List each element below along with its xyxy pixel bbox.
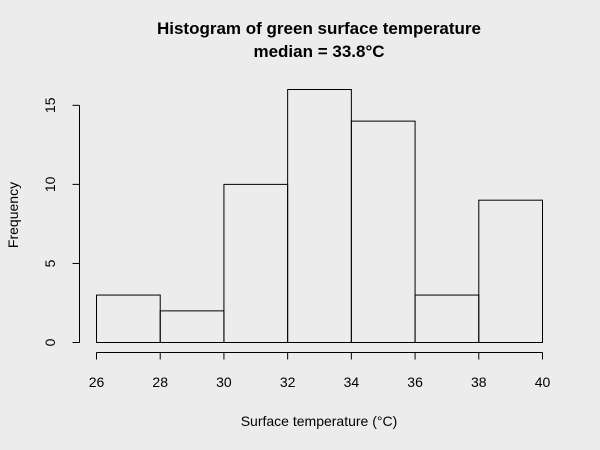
x-tick-label-4: 34 bbox=[344, 374, 360, 390]
histogram-bar-6 bbox=[478, 199, 543, 343]
y-axis-label: Frequency bbox=[5, 182, 21, 248]
histogram-bar-3 bbox=[287, 89, 352, 343]
x-tick-label-0: 26 bbox=[89, 374, 105, 390]
histogram-bar-1 bbox=[159, 310, 225, 343]
histogram-bar-2 bbox=[223, 183, 289, 343]
x-tick-label-3: 32 bbox=[280, 374, 296, 390]
histogram-bar-4 bbox=[350, 120, 416, 343]
y-tick-label-3: 15 bbox=[42, 97, 58, 113]
histogram-bar-0 bbox=[96, 294, 161, 343]
chart-subtitle: median = 33.8°C bbox=[253, 42, 384, 61]
y-tick-label-1: 5 bbox=[42, 259, 58, 267]
y-tick-label-0: 0 bbox=[42, 338, 58, 346]
bars-group bbox=[96, 89, 543, 343]
x-axis-label: Surface temperature (°C) bbox=[241, 413, 398, 429]
x-tick-label-5: 36 bbox=[407, 374, 423, 390]
x-axis: 26 28 30 32 34 36 38 40 bbox=[89, 352, 551, 390]
histogram-bar-5 bbox=[414, 294, 480, 343]
x-tick-label-1: 28 bbox=[152, 374, 168, 390]
x-tick-label-6: 38 bbox=[471, 374, 487, 390]
x-tick-label-7: 40 bbox=[535, 374, 551, 390]
y-axis: 0 5 10 15 bbox=[42, 97, 80, 346]
x-tick-label-2: 30 bbox=[216, 374, 232, 390]
y-tick-label-2: 10 bbox=[42, 176, 58, 192]
chart-title: Histogram of green surface temperature bbox=[157, 19, 481, 38]
